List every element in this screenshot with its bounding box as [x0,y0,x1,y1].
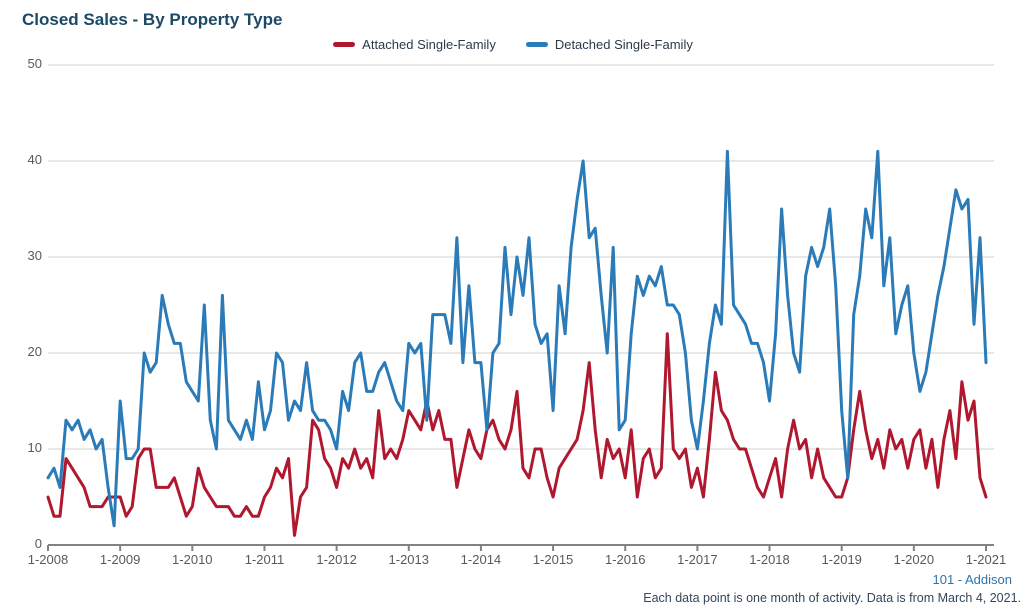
footnote: Each data point is one month of activity… [643,591,1021,605]
x-axis-tick-label: 1-2020 [893,552,935,567]
y-axis-tick-label: 20 [27,344,42,359]
x-axis-tick-label: 1-2011 [244,552,285,567]
x-axis-tick-label: 1-2015 [532,552,574,567]
x-axis-tick-label: 1-2013 [388,552,429,567]
x-axis-tick-label: 1-2014 [460,552,502,567]
x-axis-tick-label: 1-2016 [604,552,646,567]
x-axis-tick-label: 1-2019 [821,552,862,567]
y-axis-tick-label: 50 [27,56,42,71]
legend-label-attached: Attached Single-Family [362,37,496,52]
x-axis-tick-label: 1-2017 [677,552,718,567]
legend-item-attached: Attached Single-Family [333,37,496,52]
chart-legend: Attached Single-Family Detached Single-F… [0,37,1026,52]
chart-title: Closed Sales - By Property Type [22,10,283,29]
x-axis-tick-label: 1-2009 [99,552,141,567]
x-axis-tick-label: 1-2010 [172,552,213,567]
area-name-label: 101 - Addison [932,572,1012,587]
x-axis-tick-label: 1-2008 [27,552,69,567]
y-axis-tick-label: 30 [27,248,42,263]
legend-swatch-detached-icon [525,42,548,47]
x-axis-tick-label: 1-2012 [316,552,357,567]
x-axis-tick-label: 1-2021 [965,552,1007,567]
y-axis-tick-label: 10 [27,440,42,455]
legend-item-detached: Detached Single-Family [525,37,693,52]
legend-swatch-attached-icon [333,42,356,47]
y-axis-tick-label: 0 [34,536,42,551]
x-axis-tick-label: 1-2018 [749,552,790,567]
y-axis-tick-label: 40 [27,152,42,167]
legend-label-detached: Detached Single-Family [554,37,693,52]
